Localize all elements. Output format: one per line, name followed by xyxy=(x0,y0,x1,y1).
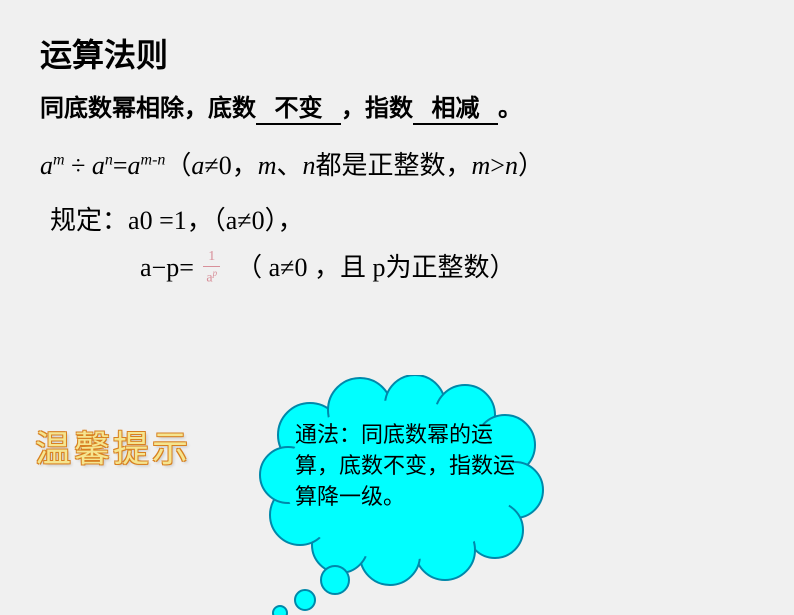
formula-a3: a xyxy=(128,151,141,180)
rule2-exp: −p xyxy=(152,253,180,282)
frac-den-p: p xyxy=(213,268,218,278)
formula-div: ÷ xyxy=(65,151,92,180)
rule-2: a−p= 1ap （ a≠0 ，且 p为正整数） xyxy=(40,247,754,288)
formula-cond-open: （ xyxy=(165,151,191,180)
formula-cond-a: a xyxy=(191,151,204,180)
rule2-popen: （ xyxy=(236,253,269,282)
formula-cond-sep: 、 xyxy=(276,151,302,180)
rule1-neq: ≠0 xyxy=(237,206,264,235)
frac-num: 1 xyxy=(203,250,220,267)
main-formula: am ÷ an=am-n（a≠0，m、n都是正整数，m>n） xyxy=(40,145,754,182)
formula-cond-n: n xyxy=(303,151,316,180)
formula-a1: a xyxy=(40,151,53,180)
subtitle-suffix: 。 xyxy=(498,96,522,122)
rule2-a: a xyxy=(140,253,152,282)
rule2-fraction: 1ap xyxy=(203,250,220,286)
blank-1: 不变 xyxy=(256,88,341,125)
thought-cloud: 通法：同底数幂的运算，底数不变，指数运算降一级。 xyxy=(240,375,560,615)
rule1-a2: a xyxy=(226,206,238,235)
cloud-text: 通法：同底数幂的运算，底数不变，指数运算降一级。 xyxy=(295,420,525,512)
formula-cond-n2: n xyxy=(505,151,518,180)
rule1-a: a xyxy=(128,206,140,235)
formula-n1: n xyxy=(105,151,113,168)
rule2-a2: a xyxy=(269,253,281,282)
formula-cond-close: ） xyxy=(518,151,544,180)
formula-a2: a xyxy=(92,151,105,180)
rule2-eq: = xyxy=(179,253,200,282)
rule2-neq: ≠0 xyxy=(280,253,314,282)
formula-eq: = xyxy=(113,151,128,180)
rule2-pclose: ） xyxy=(489,253,515,282)
slide-content: 运算法则 同底数幂相除，底数不变，指数相减。 am ÷ an=am-n（a≠0，… xyxy=(0,0,794,348)
subtitle-middle: ，指数 xyxy=(341,96,413,122)
formula-cond-m2: m xyxy=(472,151,491,180)
formula-m1: m xyxy=(53,151,65,168)
rule2-comma: ，且 xyxy=(314,253,373,282)
formula-cond-m: m xyxy=(258,151,277,180)
hint-label: 温馨提示 xyxy=(35,420,191,472)
title: 运算法则 xyxy=(40,30,754,76)
frac-den: ap xyxy=(203,267,220,286)
rule1-eq: =1， xyxy=(153,206,213,235)
formula-exp: m-n xyxy=(141,151,166,168)
formula-cond-text: 都是正整数， xyxy=(316,151,472,180)
subtitle: 同底数幂相除，底数不变，指数相减。 xyxy=(40,88,754,125)
rule1-pclose: ）， xyxy=(265,206,304,235)
rule1-popen: （ xyxy=(213,206,226,235)
formula-gt: > xyxy=(490,151,505,180)
subtitle-prefix: 同底数幂相除，底数 xyxy=(40,96,256,122)
rule1-prefix: 规定： xyxy=(50,206,128,235)
blank-2: 相减 xyxy=(413,88,498,125)
rule2-text: 为正整数 xyxy=(385,253,489,282)
rule-1: 规定：a0 =1，（a≠0）， xyxy=(40,200,754,237)
rule1-exp0: 0 xyxy=(140,206,153,235)
rule2-p: p xyxy=(372,253,385,282)
formula-cond-neq: ≠0， xyxy=(204,151,257,180)
